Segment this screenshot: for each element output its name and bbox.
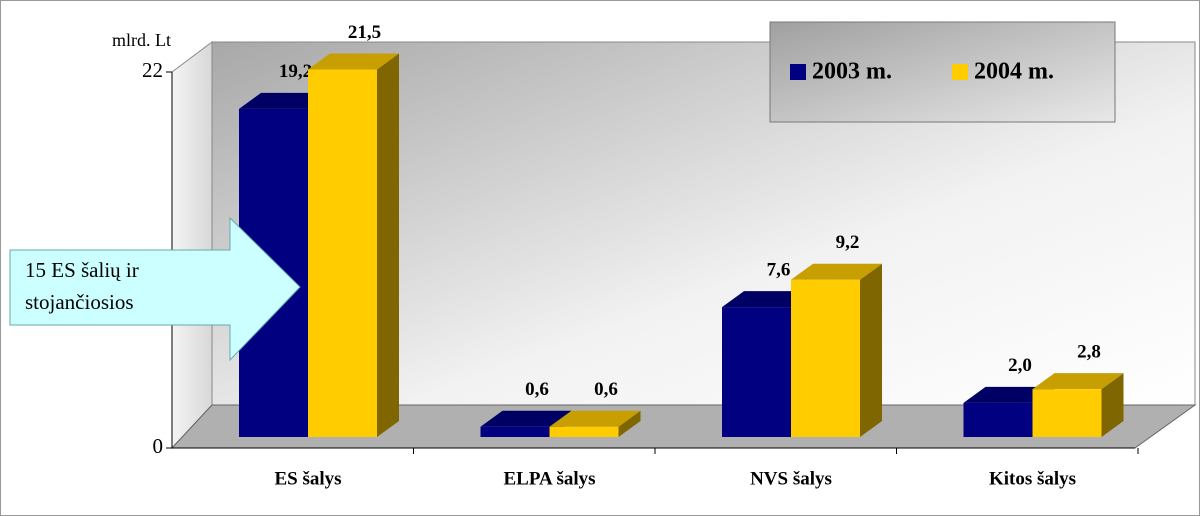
callout-text: 15 ES šalių ir	[25, 258, 139, 282]
value-label: 19,2	[279, 61, 312, 82]
callout-arrow	[9, 216, 301, 362]
bar-top	[239, 92, 330, 109]
bar-front	[963, 402, 1033, 437]
side-wall	[171, 41, 213, 450]
legend-swatch	[952, 64, 968, 80]
y-axis-label: mlrd. Lt	[112, 30, 171, 50]
legend-swatch	[790, 64, 806, 80]
bar-top	[722, 291, 813, 308]
bar	[791, 263, 882, 437]
bar-top	[791, 263, 882, 280]
bar-front	[308, 69, 377, 437]
bar-top	[1032, 373, 1124, 390]
bar-top	[308, 53, 399, 70]
bar-front	[1032, 389, 1102, 437]
bar	[549, 410, 641, 437]
value-label: 2,0	[1008, 355, 1032, 376]
bar-side	[377, 53, 399, 437]
legend: 2003 m. 2004 m.	[769, 21, 1116, 123]
legend-label: 2003 m.	[812, 59, 892, 85]
x-tick-label: ES šalys	[274, 468, 341, 489]
value-label: 0,6	[594, 379, 618, 400]
bar-front	[722, 307, 791, 437]
bar	[308, 53, 399, 437]
value-label: 0,6	[525, 379, 549, 400]
bar-front	[549, 426, 619, 437]
legend-box	[769, 21, 1116, 123]
bar-side	[1101, 373, 1124, 437]
x-tick-label: ELPA šalys	[503, 468, 595, 489]
bar-front	[480, 426, 550, 437]
bar-top	[963, 386, 1055, 403]
bar-front	[791, 279, 860, 437]
x-tick-label: NVS šalys	[750, 468, 832, 489]
value-label: 7,6	[767, 259, 791, 280]
bar-side	[860, 263, 882, 437]
bar-top	[549, 410, 641, 427]
bar	[1032, 373, 1124, 437]
legend-label: 2004 m.	[974, 59, 1054, 85]
x-tick-label: Kitos šalys	[989, 468, 1076, 489]
value-label: 21,5	[348, 22, 381, 43]
value-label: 2,8	[1077, 342, 1101, 363]
bar-top	[480, 410, 572, 427]
y-tick-label: 0	[153, 434, 164, 458]
value-label: 9,2	[836, 232, 860, 253]
callout-text: stojančiosios	[25, 290, 134, 314]
y-tick-label: 22	[142, 58, 163, 82]
bar-side	[618, 410, 641, 437]
